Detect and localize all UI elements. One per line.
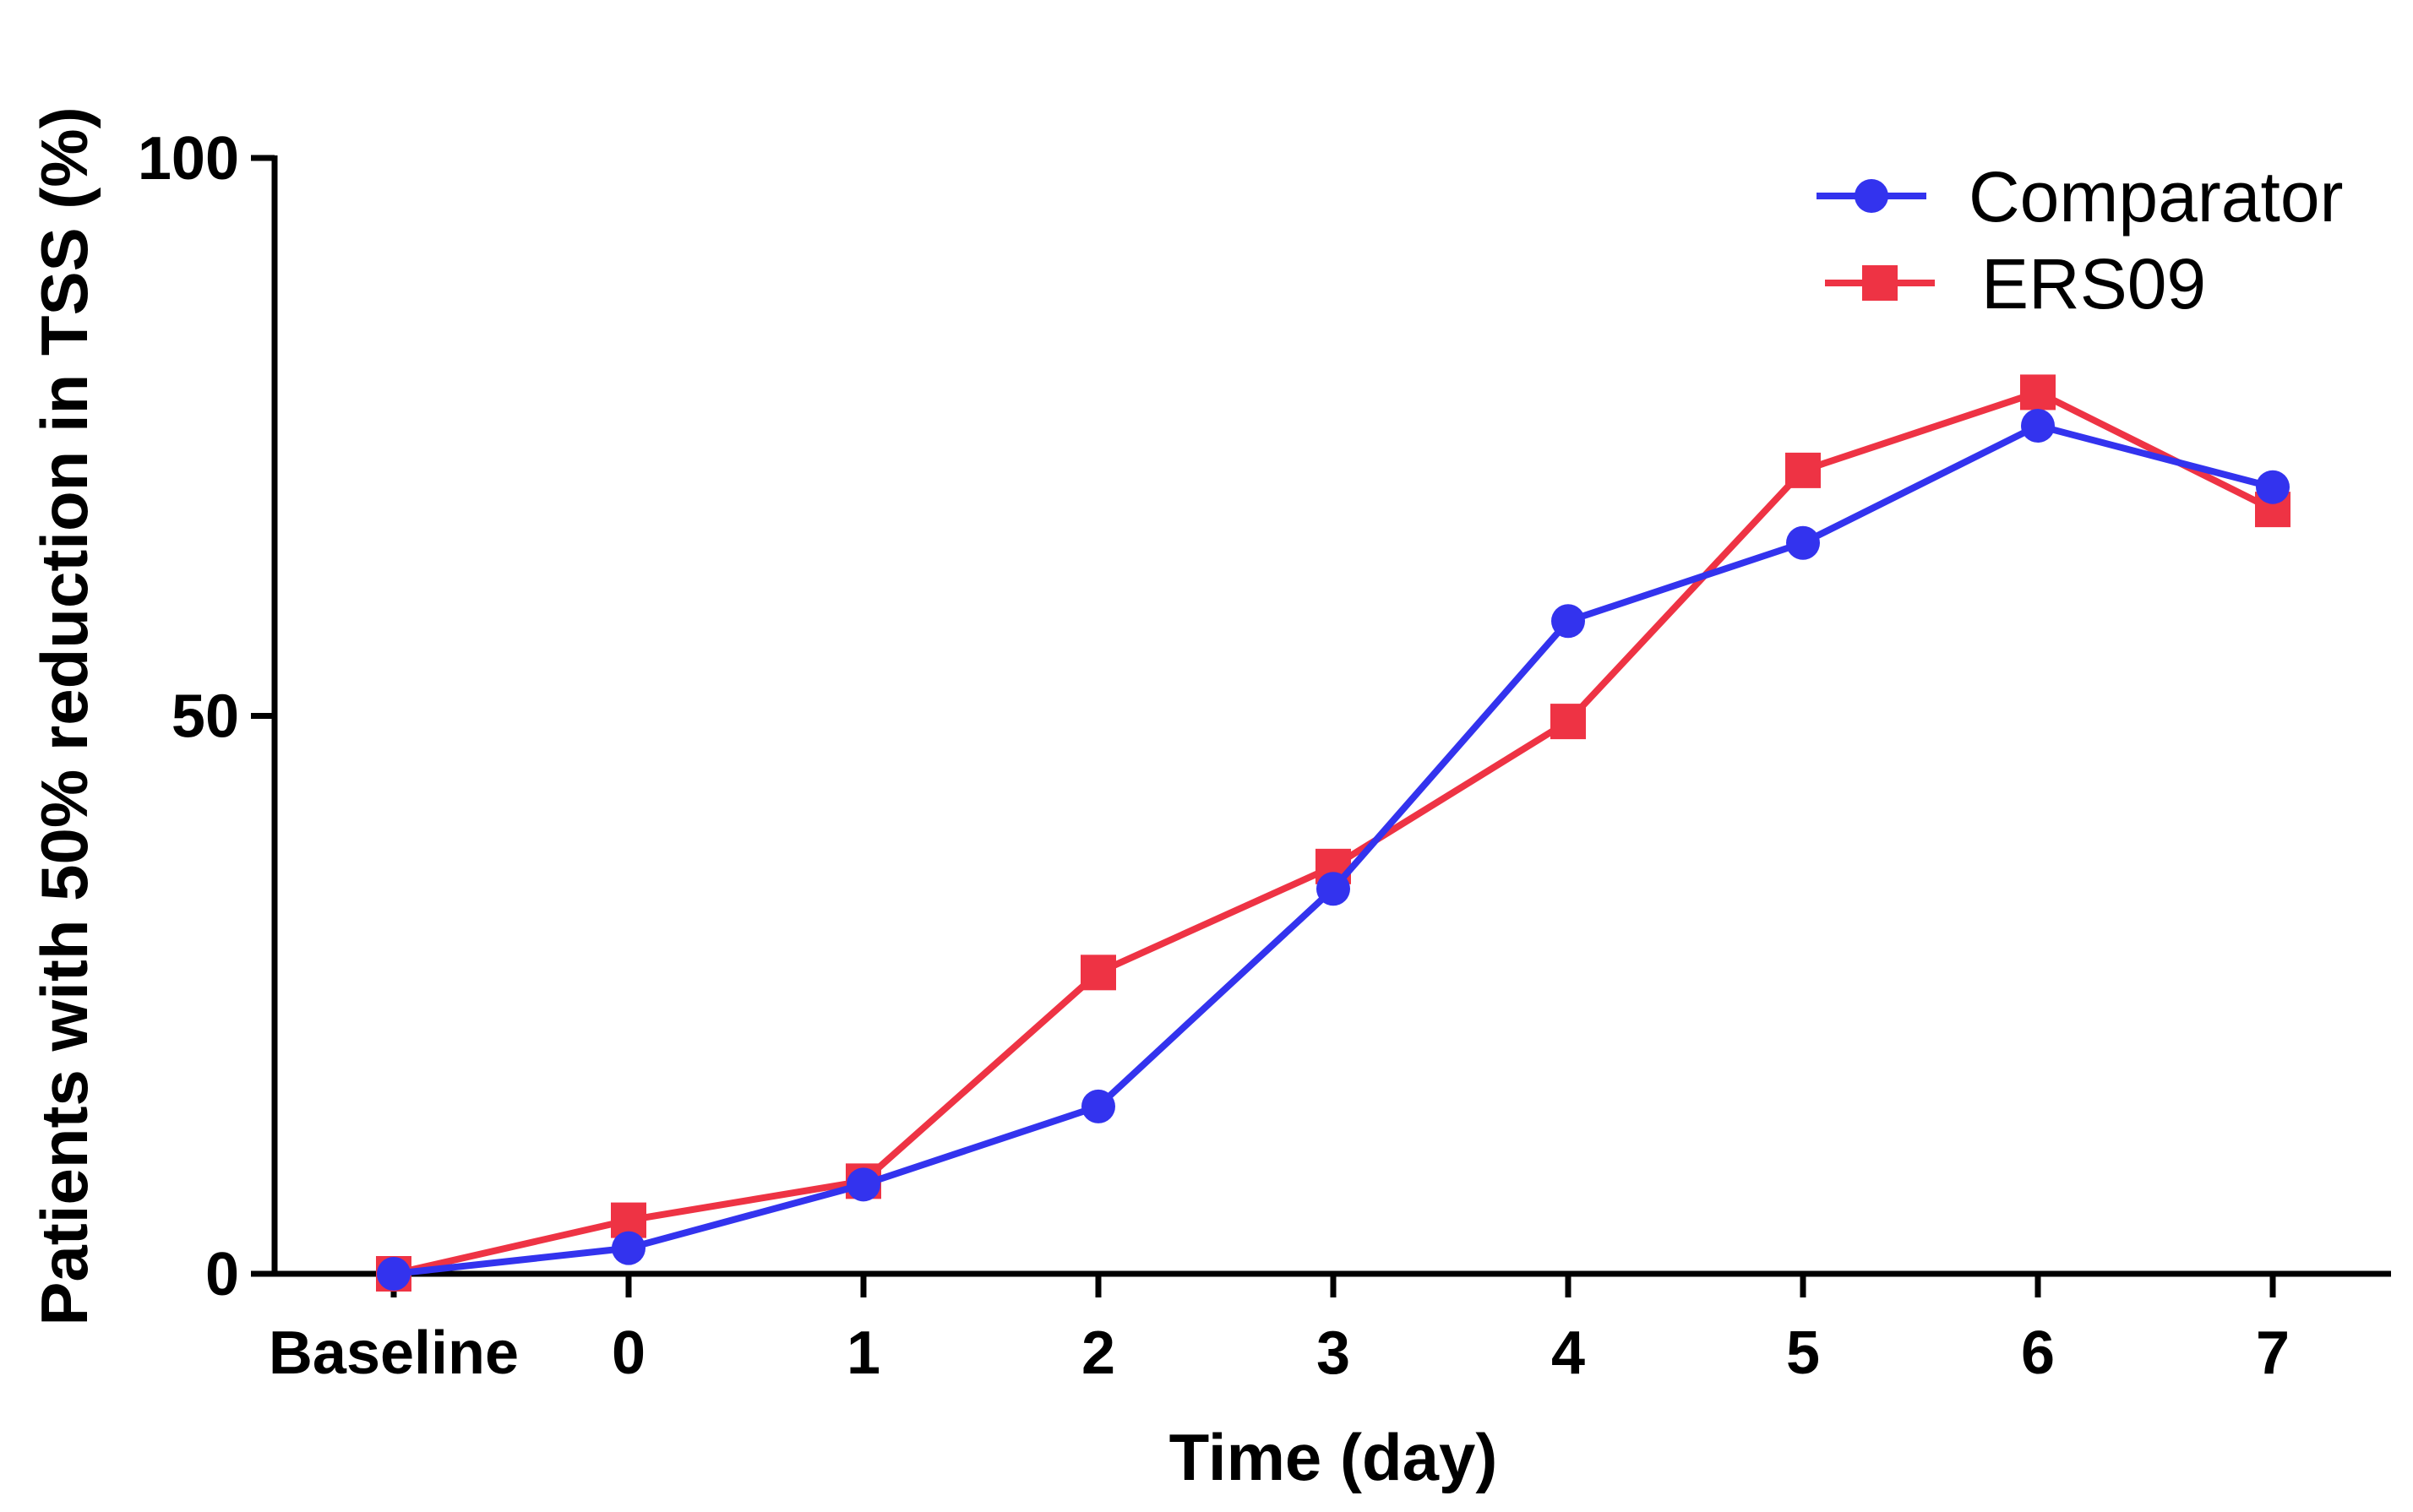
- data-point-comparator: [2256, 470, 2290, 504]
- legend-item-comparator: Comparator: [1817, 157, 2344, 237]
- x-tick-label: 4: [1551, 1319, 1585, 1387]
- x-tick-label: 6: [2021, 1319, 2055, 1387]
- x-tick-label: Baseline: [269, 1319, 519, 1387]
- data-point-ers09: [1550, 704, 1586, 740]
- x-tick-label: 5: [1786, 1319, 1820, 1387]
- data-point-comparator: [1551, 604, 1585, 639]
- x-ticks: Baseline 0 1 2 3 4 5 6 7: [269, 1274, 2290, 1387]
- x-tick-label: 3: [1316, 1319, 1350, 1387]
- data-point-comparator: [1786, 525, 1820, 560]
- data-point-ers09: [1785, 452, 1821, 488]
- data-point-comparator: [1081, 1089, 1115, 1123]
- chart-axes: [271, 155, 2391, 1277]
- series-line-ers09: [393, 389, 2274, 1277]
- legend-item-ers09: ERS09: [1825, 244, 2206, 324]
- y-tick-label: 100: [138, 125, 239, 193]
- y-ticks: 0 50 100: [138, 125, 275, 1308]
- x-tick-label: 1: [847, 1319, 880, 1387]
- legend-marker-comparator: [1855, 179, 1888, 213]
- series-ers09: [376, 374, 2290, 1292]
- legend-label-comparator: Comparator: [1969, 157, 2344, 237]
- data-point-comparator: [2021, 409, 2055, 443]
- data-point-comparator: [377, 1257, 411, 1291]
- data-point-comparator: [1316, 872, 1350, 906]
- y-tick-label: 50: [172, 683, 239, 751]
- legend-label-ers09: ERS09: [1981, 244, 2206, 324]
- data-point-ers09: [1081, 955, 1116, 991]
- legend-marker-ers09: [1862, 265, 1898, 301]
- x-tick-label: 2: [1081, 1319, 1115, 1387]
- x-tick-label: 7: [2256, 1319, 2290, 1387]
- y-tick-label: 0: [205, 1241, 239, 1308]
- x-tick-label: 0: [612, 1319, 645, 1387]
- data-point-ers09: [2020, 374, 2056, 411]
- series-layer: [376, 374, 2290, 1292]
- series-comparator: [377, 409, 2290, 1291]
- y-axis-title: Patients with 50% reduction in TSS (%): [27, 106, 101, 1325]
- x-axis-title: Time (day): [1169, 1420, 1498, 1494]
- data-point-comparator: [847, 1167, 880, 1202]
- data-point-comparator: [612, 1231, 645, 1265]
